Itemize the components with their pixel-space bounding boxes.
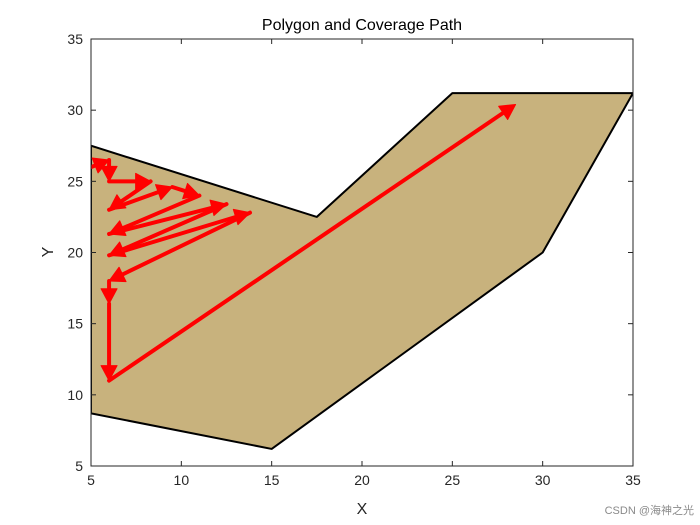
x-tick-label: 20 (354, 472, 370, 488)
path-segment-14 (107, 103, 517, 383)
coverage-polygon (91, 92, 633, 450)
watermark: CSDN @海神之光 (605, 503, 694, 517)
path-segment-12 (100, 278, 118, 305)
path-segment-5 (107, 184, 173, 212)
x-tick-label: 15 (264, 472, 280, 488)
x-tick-label: 30 (535, 472, 551, 488)
y-tick-label: 10 (67, 387, 83, 403)
y-tick-label: 20 (67, 245, 83, 261)
y-tick-label: 30 (67, 102, 83, 118)
y-tick-label: 35 (67, 31, 83, 47)
y-axis-label: Y (40, 246, 57, 257)
chart-title: Polygon and Coverage Path (262, 17, 462, 34)
x-tick-label: 10 (174, 472, 190, 488)
path-segment-13 (100, 301, 118, 382)
y-tick-label: 25 (67, 173, 83, 189)
x-tick-label: 5 (87, 472, 95, 488)
path-segment-11 (108, 210, 252, 283)
x-axis-label: X (357, 501, 368, 518)
x-tick-label: 25 (445, 472, 461, 488)
x-tick-label: 35 (625, 472, 641, 488)
y-tick-label: 15 (67, 316, 83, 332)
path-segment-2 (100, 157, 118, 182)
y-tick-label: 5 (75, 458, 83, 474)
